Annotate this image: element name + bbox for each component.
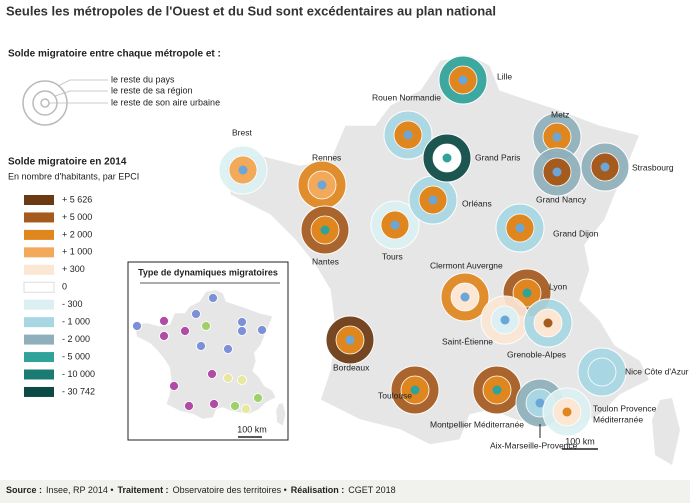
city-label: Rouen Normandie xyxy=(372,92,441,102)
legend-label: 0 xyxy=(62,282,67,292)
city-ring xyxy=(345,335,355,345)
legend-swatch xyxy=(24,264,54,275)
footer-text: CGET 2018 xyxy=(348,485,395,495)
inset-scale-label: 100 km xyxy=(237,424,267,434)
legend-label: - 2 000 xyxy=(62,334,90,344)
legend-label: + 300 xyxy=(62,264,85,274)
city-label: Toulouse xyxy=(378,390,412,400)
inset-title: Type de dynamiques migratoires xyxy=(138,267,278,277)
inset-dots xyxy=(132,293,267,414)
city-ring xyxy=(500,315,510,325)
legend-swatch xyxy=(24,247,54,258)
legend-swatch xyxy=(23,281,55,293)
title: Seules les métropoles de l'Ouest et du S… xyxy=(6,3,496,18)
city-ring xyxy=(458,75,468,85)
legend-swatch xyxy=(24,317,54,328)
legend-swatch xyxy=(24,299,54,310)
city-ring xyxy=(597,367,607,377)
city-label: Nice Côte d'Azur xyxy=(625,366,689,376)
city-label: Tours xyxy=(382,251,403,261)
city-ring xyxy=(535,398,545,408)
city-ring xyxy=(562,407,572,417)
cities: Lille Rouen Normandie Brest Rennes Nantes Tou… xyxy=(218,55,689,450)
city-ring xyxy=(515,223,525,233)
legend-label: - 30 742 xyxy=(62,386,95,396)
class-legend-title: Solde migratoire en 2014 xyxy=(8,157,127,168)
legend-label: + 2 000 xyxy=(62,229,92,239)
legend-label: - 300 xyxy=(62,299,83,309)
ring-legend-title: Solde migratoire entre chaque métropole … xyxy=(8,49,221,60)
class-legend: + 5 626 + 5 000 + 2 000 + 1 000 + 300 0 - 300 -… xyxy=(23,194,95,397)
city-ring xyxy=(552,132,562,142)
city-ring xyxy=(492,385,502,395)
city-ring xyxy=(442,153,452,163)
legend-swatch xyxy=(24,386,54,397)
city-ring xyxy=(460,292,470,302)
city-label: Lyon xyxy=(549,281,567,291)
map-scale-label: 100 km xyxy=(565,436,595,446)
legend-label: - 1 000 xyxy=(62,317,90,327)
legend-swatch xyxy=(24,195,54,205)
city-ring xyxy=(320,225,330,235)
footer-label: Traitement : xyxy=(118,485,169,495)
ring-legend-label: le reste du pays xyxy=(111,74,175,84)
city-label: Méditerranée xyxy=(593,414,643,424)
legend-swatch xyxy=(24,229,54,240)
city-label: Brest xyxy=(232,127,252,137)
footer-label: Source : xyxy=(6,485,42,495)
footer-text: Observatoire des territoires • xyxy=(173,485,287,495)
city-ring xyxy=(403,130,413,140)
city-label: Grand Dijon xyxy=(553,228,599,238)
ring-legend-label: le reste de son aire urbaine xyxy=(111,97,220,107)
city-label: Toulon Provence xyxy=(593,403,657,413)
class-legend-subtitle: En nombre d'habitants, par EPCI xyxy=(8,171,139,181)
city-ring xyxy=(410,385,420,395)
city-label: Lille xyxy=(497,71,512,81)
ring-legend-symbol xyxy=(22,79,108,126)
footer-text: Insee, RP 2014 • xyxy=(46,485,114,495)
ring-legend-label: le reste de sa région xyxy=(111,85,193,95)
city-ring xyxy=(600,162,610,172)
legend-swatch xyxy=(24,352,54,363)
city-label: Rennes xyxy=(312,152,341,162)
city-label: Aix-Marseille-Provence xyxy=(490,440,578,450)
legend-label: + 5 000 xyxy=(62,212,92,222)
legend-swatch xyxy=(24,212,54,223)
city-ring xyxy=(238,165,248,175)
legend-label: + 1 000 xyxy=(62,247,92,257)
city-label: Saint-Étienne xyxy=(442,336,493,346)
city-label: Metz xyxy=(551,109,569,119)
inset: Type de dynamiques migratoires 100 km xyxy=(127,261,289,441)
footer: Source : Insee, RP 2014 • Traitement : Obse… xyxy=(6,485,396,495)
city-label: Clermont Auvergne xyxy=(430,260,503,270)
city-label: Nantes xyxy=(312,256,339,266)
legend-swatch xyxy=(24,334,54,345)
city-ring xyxy=(543,318,553,328)
legend-label: - 10 000 xyxy=(62,369,95,379)
city-label: Strasbourg xyxy=(632,162,674,172)
city-ring xyxy=(522,288,532,298)
footer-band xyxy=(0,480,690,503)
city-label: Montpellier Méditerranée xyxy=(430,419,524,429)
city-label: Orléans xyxy=(462,198,492,208)
city-ring xyxy=(317,180,327,190)
footer-label: Réalisation : xyxy=(291,485,345,495)
city-ring xyxy=(552,167,562,177)
city-label: Bordeaux xyxy=(333,362,370,372)
city-label: Grand Nancy xyxy=(536,194,587,204)
legend-swatch xyxy=(24,369,54,380)
city-label: Grand Paris xyxy=(475,152,520,162)
city-ring xyxy=(428,195,438,205)
city-ring xyxy=(390,220,400,230)
city-label: Grenoble-Alpes xyxy=(507,349,566,359)
corsica-outline xyxy=(652,398,680,465)
legend-label: - 5 000 xyxy=(62,351,90,361)
legend-label: + 5 626 xyxy=(62,194,92,204)
